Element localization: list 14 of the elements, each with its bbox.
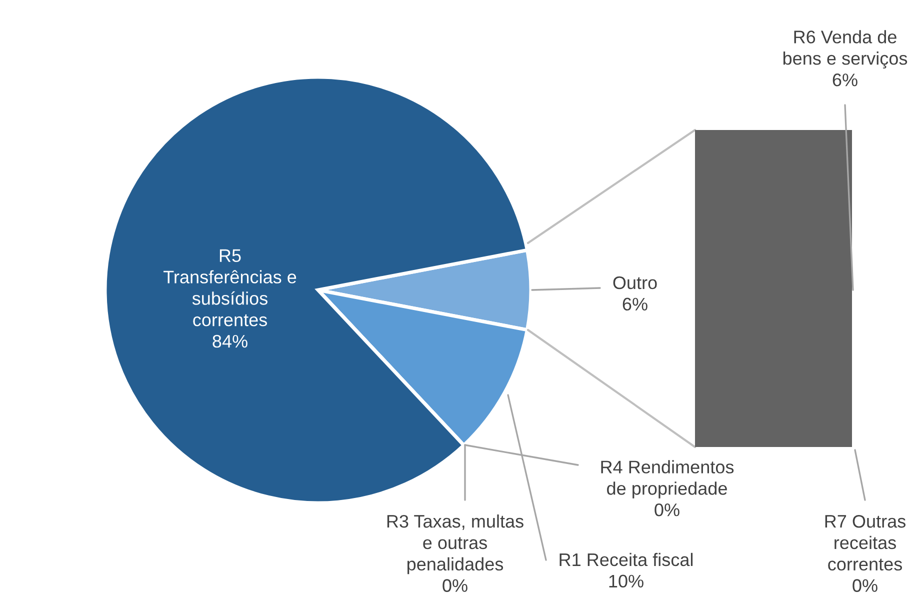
data-label: 84% [212, 334, 248, 348]
data-label: 0% [852, 579, 878, 592]
data-label: 6% [622, 298, 648, 311]
legend-label: R6 Venda de bens e serviços [783, 30, 908, 68]
data-label: 6% [832, 74, 858, 86]
slice-label: Outro [613, 276, 657, 290]
slice-label: R1 Receita fiscal [560, 552, 693, 566]
legend-label: R7 Outras receitas correntes [825, 514, 906, 571]
slice-label: R5 Transferências e subsídios correntes [164, 249, 296, 326]
category-label: R3 Taxas, multas e outras penalidades [387, 514, 524, 574]
data-label: 10% [609, 574, 644, 588]
text: 0% [654, 503, 680, 516]
category-label: R4 Rendimentos de propriedade [601, 460, 734, 498]
text: 0% [442, 579, 468, 592]
